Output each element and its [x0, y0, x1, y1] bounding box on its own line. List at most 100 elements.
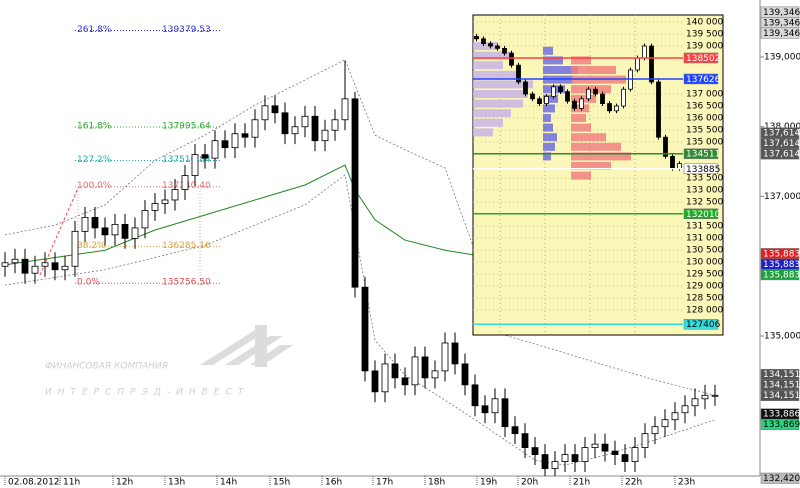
price-tag-label: 132,420 — [763, 474, 800, 484]
candle-body — [311, 115, 319, 142]
inset-y-tick-label: 133 000 — [686, 185, 723, 195]
indicator-line — [4, 59, 716, 396]
candle-body — [642, 45, 647, 59]
volume-profile-bar — [571, 123, 591, 132]
inset-y-tick-label: 128 000 — [686, 305, 723, 315]
volume-profile-bar — [571, 152, 631, 161]
candle-body — [656, 81, 661, 138]
price-tag-label: 134,151 — [763, 370, 800, 380]
candle-body — [635, 57, 640, 71]
candle-body — [51, 262, 59, 271]
price-tag-label: 137,614 — [763, 150, 800, 160]
price-tag-label: 137,614 — [763, 129, 800, 139]
candle-body — [521, 433, 529, 449]
candle-body — [495, 45, 500, 49]
volume-profile-bar — [543, 56, 563, 65]
volume-profile-bar — [543, 66, 578, 75]
volume-profile-bar — [543, 46, 553, 55]
price-tag-label: 127406 — [686, 320, 721, 330]
candle-body — [593, 88, 598, 95]
candle-body — [537, 98, 542, 105]
fib-value-label: 136285.16 — [162, 241, 211, 251]
volume-profile-bar — [543, 152, 551, 161]
candle-body — [161, 199, 169, 204]
fib-level-label: 38.2% — [77, 241, 106, 251]
volume-profile-bar — [543, 123, 553, 132]
candle-body — [81, 217, 89, 232]
candle-body — [301, 115, 309, 128]
candle-body — [131, 227, 139, 239]
inset-y-tick-label: 136 500 — [686, 102, 723, 112]
candle-body — [641, 433, 649, 449]
volume-profile-bar — [473, 80, 533, 89]
fib-value-label: 135756.50 — [162, 278, 211, 288]
candle-body — [601, 443, 609, 452]
price-tag-label: 137626 — [686, 75, 721, 85]
candle-body — [261, 105, 269, 121]
volume-profile-bar — [473, 118, 503, 127]
price-tag-label: 139,346 — [763, 29, 800, 39]
candle-body — [11, 258, 19, 264]
candle-body — [291, 126, 299, 135]
price-tag-label: 135,883 — [763, 249, 800, 259]
candle-body — [231, 133, 239, 149]
candle-body — [671, 412, 679, 421]
inset-y-tick-label: 132 500 — [686, 197, 723, 207]
price-tag-label: 133,886 — [763, 410, 800, 420]
inset-y-tick-label: 137 000 — [686, 90, 723, 100]
price-tag — [683, 73, 719, 85]
candle-body — [41, 262, 49, 267]
candle-body — [586, 88, 591, 100]
candle-body — [631, 447, 639, 462]
price-tag-label: 138502 — [686, 54, 720, 64]
candle-body — [91, 217, 99, 229]
candle-body — [614, 105, 619, 112]
candle-body — [677, 163, 682, 169]
x-tick-label: 20h — [521, 478, 538, 488]
price-tag-label: 134511 — [686, 150, 720, 160]
watermark-text: ФИНАНСОВАЯ КОМПАНИЯ — [45, 362, 168, 372]
y-tick-label: 139,000 — [764, 52, 800, 62]
candle-body — [523, 81, 528, 95]
inset-y-tick-label: 131 000 — [686, 233, 723, 243]
candle-body — [607, 103, 612, 112]
price-tag-label: 135,883 — [763, 270, 800, 280]
candle-body — [31, 265, 39, 274]
price-tag-label: 139,346 — [763, 8, 800, 18]
watermark-text: ИНТЕРСПРЭД-ИНВЕСТ — [45, 388, 249, 398]
candle-body — [361, 286, 369, 372]
price-tag — [760, 472, 800, 484]
candle-body — [481, 38, 486, 45]
candle-body — [561, 454, 569, 462]
volume-profile-bar — [543, 94, 558, 103]
price-tag — [683, 148, 719, 159]
volume-profile-bar — [571, 66, 616, 75]
price-tag-label: 139,346 — [763, 18, 800, 28]
candle-body — [651, 426, 659, 435]
inset-y-tick-label: 129 500 — [686, 269, 723, 279]
candle-body — [572, 100, 577, 109]
candle-body — [61, 265, 69, 271]
watermark-logo — [200, 325, 293, 367]
volume-profile-bar — [543, 114, 551, 123]
candle-body — [551, 461, 559, 469]
y-tick-label: 137,000 — [764, 192, 800, 202]
x-tick-label: 15h — [273, 478, 290, 488]
candle-body — [621, 88, 626, 107]
candle-body — [251, 119, 259, 138]
inset-y-tick-label: 129 000 — [686, 281, 723, 291]
candle-body — [511, 426, 519, 435]
price-tag-label: 137,614 — [763, 139, 800, 149]
inset-y-tick-label: 131 500 — [686, 221, 723, 231]
candle-body — [121, 223, 129, 239]
fib-level-label: 261.8% — [77, 25, 112, 35]
candle-body — [1, 262, 9, 267]
inset-y-tick-label: 136 000 — [686, 114, 723, 124]
candle-body — [509, 52, 514, 66]
x-tick-label: 11h — [63, 478, 80, 488]
candle-body — [571, 454, 579, 462]
candle-body — [181, 175, 189, 190]
price-tag-label: 134,151 — [763, 381, 800, 391]
volume-profile-bar — [571, 85, 611, 94]
x-tick-label: 14h — [220, 478, 237, 488]
